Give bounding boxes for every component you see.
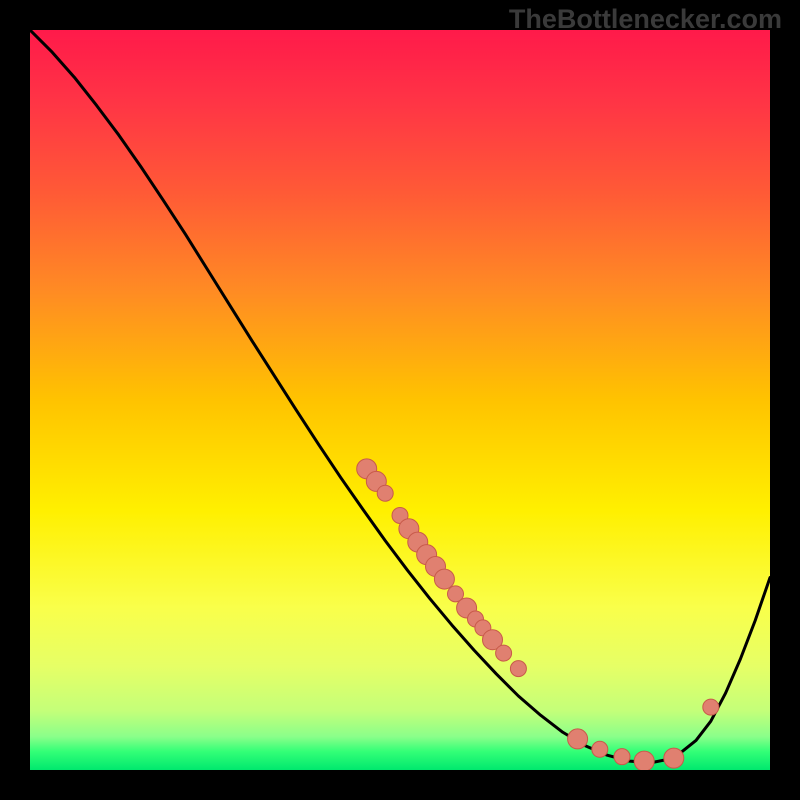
data-marker bbox=[614, 749, 630, 765]
data-marker bbox=[634, 751, 654, 770]
data-marker bbox=[510, 661, 526, 677]
gradient-background bbox=[30, 30, 770, 770]
data-marker bbox=[568, 729, 588, 749]
data-marker bbox=[592, 741, 608, 757]
chart-svg bbox=[30, 30, 770, 770]
data-marker bbox=[377, 485, 393, 501]
data-marker bbox=[496, 645, 512, 661]
watermark-label: TheBottlenecker.com bbox=[509, 4, 782, 35]
chart-stage: TheBottlenecker.com bbox=[0, 0, 800, 800]
data-marker bbox=[664, 748, 684, 768]
data-marker bbox=[434, 569, 454, 589]
data-marker bbox=[703, 699, 719, 715]
